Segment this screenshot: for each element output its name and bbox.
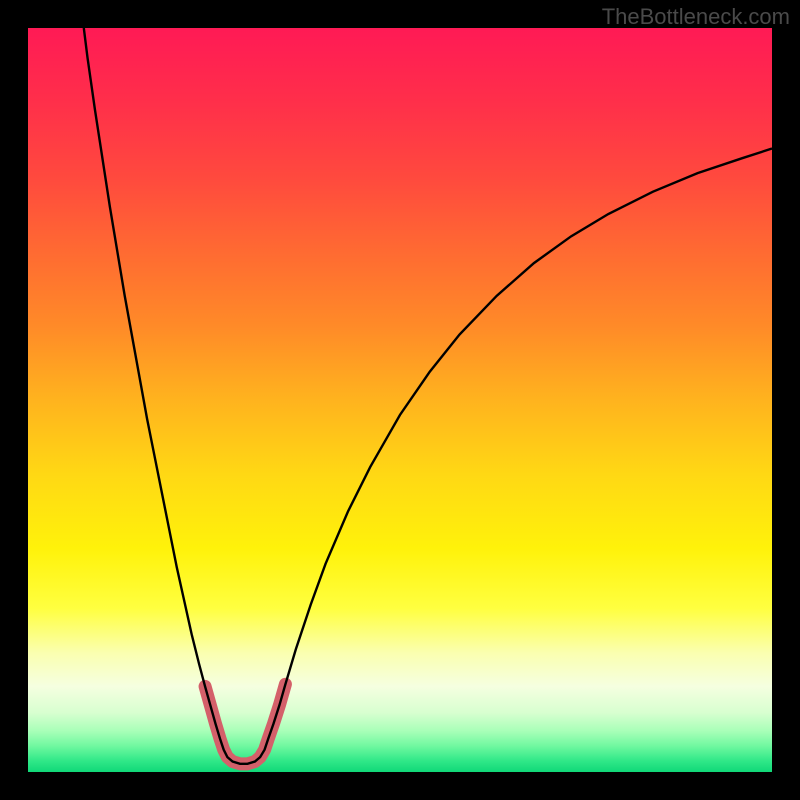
gradient-background <box>28 28 772 772</box>
chart-plot-area <box>28 28 772 772</box>
bottleneck-chart <box>28 28 772 772</box>
watermark-text: TheBottleneck.com <box>602 4 790 30</box>
